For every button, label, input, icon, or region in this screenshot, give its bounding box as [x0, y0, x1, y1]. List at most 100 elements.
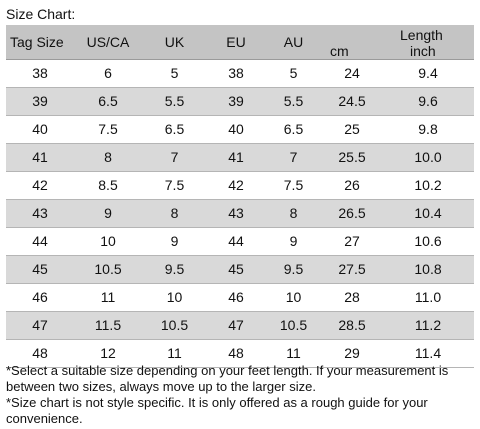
- cell-tag-size: 40: [6, 115, 74, 144]
- cell-inch: 9.8: [382, 115, 474, 144]
- cell-au: 9: [265, 227, 322, 256]
- table-row: 48 12 11 48 11 29 11.4: [6, 339, 474, 368]
- cell-eu: 40: [207, 115, 265, 144]
- cell-us-ca: 10.5: [74, 255, 142, 284]
- cell-us-ca: 8.5: [74, 171, 142, 200]
- cell-tag-size: 44: [6, 227, 74, 256]
- cell-au: 5.5: [265, 87, 322, 116]
- cell-inch: 10.4: [382, 199, 474, 228]
- table-row: 44 10 9 44 9 27 10.6: [6, 227, 474, 256]
- cell-inch: 10.0: [382, 143, 474, 172]
- cell-eu: 47: [207, 311, 265, 340]
- cell-us-ca: 6.5: [74, 87, 142, 116]
- cell-us-ca: 11: [74, 283, 142, 312]
- cell-cm: 27.5: [322, 255, 382, 284]
- table-row: 45 10.5 9.5 45 9.5 27.5 10.8: [6, 255, 474, 284]
- cell-eu: 48: [207, 339, 265, 368]
- header-au: AU: [265, 25, 322, 60]
- header-length-group: Length cm inch: [322, 25, 474, 60]
- cell-us-ca: 8: [74, 143, 142, 172]
- cell-cm: 28: [322, 283, 382, 312]
- header-eu: EU: [207, 25, 265, 60]
- cell-inch: 10.2: [382, 171, 474, 200]
- cell-au: 7: [265, 143, 322, 172]
- cell-tag-size: 45: [6, 255, 74, 284]
- cell-inch: 10.8: [382, 255, 474, 284]
- cell-uk: 10.5: [142, 311, 207, 340]
- cell-au: 7.5: [265, 171, 322, 200]
- cell-uk: 10: [142, 283, 207, 312]
- cell-eu: 43: [207, 199, 265, 228]
- table-row: 46 11 10 46 10 28 11.0: [6, 283, 474, 312]
- chart-title: Size Chart:: [6, 6, 76, 22]
- cell-inch: 11.2: [382, 311, 474, 340]
- cell-cm: 24.5: [322, 87, 382, 116]
- cell-inch: 11.4: [382, 339, 474, 368]
- cell-uk: 9.5: [142, 255, 207, 284]
- cell-eu: 39: [207, 87, 265, 116]
- cell-cm: 28.5: [322, 311, 382, 340]
- cell-us-ca: 11.5: [74, 311, 142, 340]
- cell-cm: 25.5: [322, 143, 382, 172]
- table-row: 38 6 5 38 5 24 9.4: [6, 59, 474, 88]
- cell-uk: 6.5: [142, 115, 207, 144]
- header-us-ca: US/CA: [74, 25, 142, 60]
- cell-tag-size: 43: [6, 199, 74, 228]
- cell-cm: 27: [322, 227, 382, 256]
- cell-eu: 46: [207, 283, 265, 312]
- cell-uk: 9: [142, 227, 207, 256]
- header-length: Length: [400, 27, 443, 43]
- table-header-row: Tag Size US/CA UK EU AU Length cm inch: [6, 25, 474, 60]
- cell-tag-size: 38: [6, 59, 74, 88]
- size-notes: *Select a suitable size depending on you…: [6, 363, 474, 427]
- table-row: 42 8.5 7.5 42 7.5 26 10.2: [6, 171, 474, 200]
- cell-us-ca: 12: [74, 339, 142, 368]
- header-inch: inch: [410, 43, 436, 59]
- cell-inch: 9.6: [382, 87, 474, 116]
- cell-au: 6.5: [265, 115, 322, 144]
- cell-inch: 11.0: [382, 283, 474, 312]
- cell-us-ca: 6: [74, 59, 142, 88]
- cell-eu: 44: [207, 227, 265, 256]
- note-disclaimer: *Size chart is not style specific. It is…: [6, 395, 428, 426]
- cell-tag-size: 47: [6, 311, 74, 340]
- cell-uk: 5.5: [142, 87, 207, 116]
- header-tag-size: Tag Size: [6, 25, 74, 60]
- cell-au: 9.5: [265, 255, 322, 284]
- cell-inch: 9.4: [382, 59, 474, 88]
- cell-uk: 5: [142, 59, 207, 88]
- cell-uk: 7.5: [142, 171, 207, 200]
- cell-cm: 29: [322, 339, 382, 368]
- header-cm: cm: [330, 43, 349, 59]
- cell-tag-size: 42: [6, 171, 74, 200]
- cell-uk: 11: [142, 339, 207, 368]
- table-row: 43 9 8 43 8 26.5 10.4: [6, 199, 474, 228]
- cell-uk: 8: [142, 199, 207, 228]
- table-row: 47 11.5 10.5 47 10.5 28.5 11.2: [6, 311, 474, 340]
- cell-au: 5: [265, 59, 322, 88]
- cell-us-ca: 9: [74, 199, 142, 228]
- cell-uk: 7: [142, 143, 207, 172]
- table-row: 40 7.5 6.5 40 6.5 25 9.8: [6, 115, 474, 144]
- cell-tag-size: 46: [6, 283, 74, 312]
- cell-au: 8: [265, 199, 322, 228]
- cell-eu: 41: [207, 143, 265, 172]
- cell-cm: 26: [322, 171, 382, 200]
- cell-eu: 38: [207, 59, 265, 88]
- note-measurement: *Select a suitable size depending on you…: [6, 363, 449, 394]
- cell-tag-size: 41: [6, 143, 74, 172]
- cell-eu: 45: [207, 255, 265, 284]
- cell-us-ca: 10: [74, 227, 142, 256]
- size-table: Tag Size US/CA UK EU AU Length cm inch 3…: [6, 25, 474, 368]
- table-row: 39 6.5 5.5 39 5.5 24.5 9.6: [6, 87, 474, 116]
- cell-tag-size: 48: [6, 339, 74, 368]
- cell-us-ca: 7.5: [74, 115, 142, 144]
- cell-au: 11: [265, 339, 322, 368]
- cell-au: 10.5: [265, 311, 322, 340]
- cell-inch: 10.6: [382, 227, 474, 256]
- header-uk: UK: [142, 25, 207, 60]
- cell-cm: 25: [322, 115, 382, 144]
- cell-cm: 24: [322, 59, 382, 88]
- cell-au: 10: [265, 283, 322, 312]
- cell-eu: 42: [207, 171, 265, 200]
